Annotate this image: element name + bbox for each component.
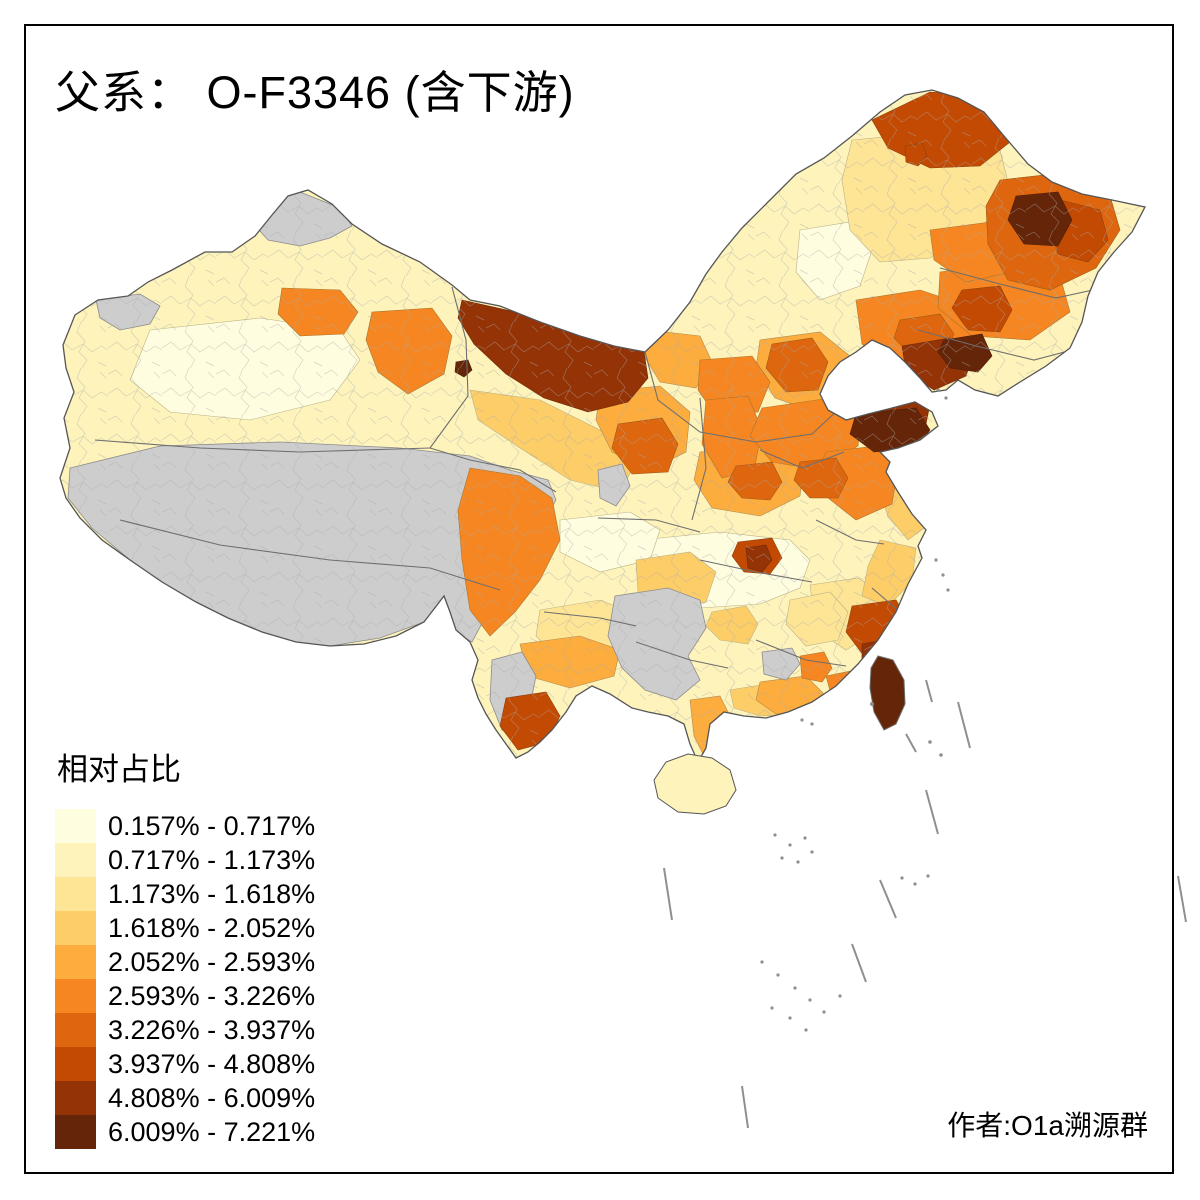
legend-swatch	[55, 911, 96, 945]
china-national-outline	[59, 89, 1146, 764]
legend-swatch	[55, 1081, 96, 1115]
nine-dash-line	[663, 679, 1187, 1129]
legend-swatch	[55, 1047, 96, 1081]
legend-row: 1.618% - 2.052%	[55, 911, 315, 945]
legend-label: 2.593% - 3.226%	[108, 980, 316, 1011]
region-taiwan-island	[869, 655, 906, 731]
legend-swatch	[55, 809, 96, 843]
legend-row: 2.052% - 2.593%	[55, 945, 315, 979]
legend-label: 0.157% - 0.717%	[108, 810, 316, 841]
legend-row: 3.226% - 3.937%	[55, 1013, 315, 1047]
legend-swatch	[55, 945, 96, 979]
legend-label: 1.618% - 2.052%	[108, 912, 316, 943]
legend-swatch	[55, 1115, 96, 1149]
legend-row: 2.593% - 3.226%	[55, 979, 315, 1013]
legend-label: 4.808% - 6.009%	[108, 1082, 316, 1113]
legend-row: 4.808% - 6.009%	[55, 1081, 315, 1115]
legend-label: 3.937% - 4.808%	[108, 1048, 316, 1079]
legend-row: 0.157% - 0.717%	[55, 809, 315, 843]
region-hainan-island	[653, 753, 737, 815]
legend-swatch	[55, 843, 96, 877]
legend-label: 3.226% - 3.937%	[108, 1014, 316, 1045]
page-title: 父系： O-F3346 (含下游)	[55, 67, 575, 118]
legend-swatch	[55, 1013, 96, 1047]
legend-label: 0.717% - 1.173%	[108, 844, 316, 875]
legend-row: 1.173% - 1.618%	[55, 877, 315, 911]
legend-label: 6.009% - 7.221%	[108, 1116, 316, 1147]
legend-swatch	[55, 979, 96, 1013]
legend-swatch	[55, 877, 96, 911]
legend-row: 6.009% - 7.221%	[55, 1115, 315, 1149]
legend-row: 3.937% - 4.808%	[55, 1047, 315, 1081]
legend-label: 1.173% - 1.618%	[108, 878, 316, 909]
legend: 相对占比 0.157% - 0.717% 0.717% - 1.173% 1.1…	[55, 744, 315, 1149]
legend-title: 相对占比	[57, 752, 181, 787]
author-credit: 作者:O1a溯源群	[947, 1110, 1148, 1141]
legend-row: 0.717% - 1.173%	[55, 843, 315, 877]
legend-label: 2.052% - 2.593%	[108, 946, 316, 977]
island-specks	[760, 388, 950, 1032]
